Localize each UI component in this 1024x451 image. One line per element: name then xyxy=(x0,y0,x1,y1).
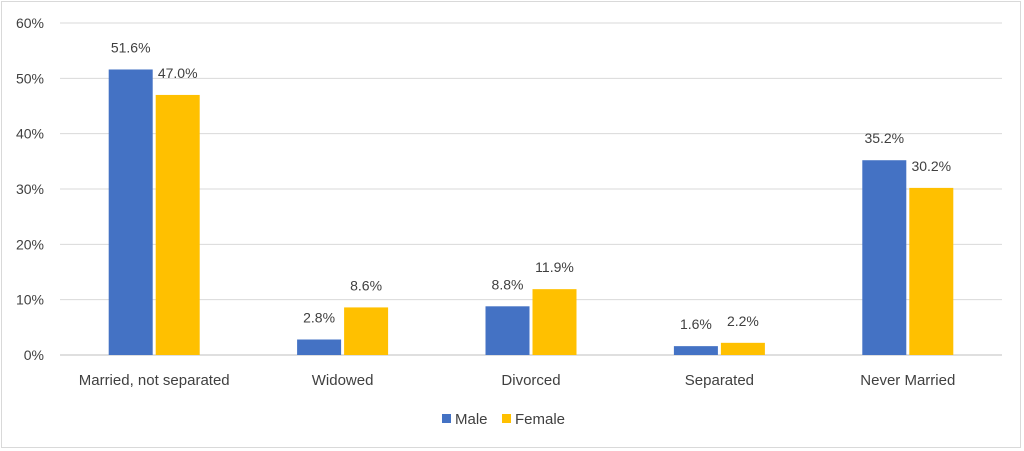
y-tick-label: 30% xyxy=(16,181,44,197)
bars xyxy=(108,69,954,355)
data-label-male: 8.8% xyxy=(492,276,524,292)
data-label-female: 30.2% xyxy=(911,158,951,174)
data-label-male: 35.2% xyxy=(864,130,904,146)
bar-male-3 xyxy=(673,346,718,355)
category-label: Never Married xyxy=(860,372,955,389)
data-labels: 51.6% 47.0% 2.8% 8.6% 8.8% 11.9% 1.6% 2.2% 35.2%… xyxy=(111,39,951,332)
bar-female-1 xyxy=(344,307,389,355)
bar-male-4 xyxy=(862,160,907,355)
bar-male-0 xyxy=(108,69,153,355)
bar-female-2 xyxy=(532,289,577,355)
legend: Male Female xyxy=(442,411,565,428)
legend-label-male: Male xyxy=(455,411,488,428)
category-label: Married, not separated xyxy=(79,372,230,389)
y-tick-label: 10% xyxy=(16,292,44,308)
bar-female-4 xyxy=(909,187,954,355)
y-tick-label: 40% xyxy=(16,126,44,142)
category-label: Separated xyxy=(685,372,754,389)
data-label-female: 2.2% xyxy=(727,313,759,329)
legend-label-female: Female xyxy=(515,411,565,428)
legend-swatch-male xyxy=(442,414,451,423)
data-label-female: 11.9% xyxy=(535,259,574,275)
data-label-male: 1.6% xyxy=(680,316,712,332)
data-label-male: 51.6% xyxy=(111,39,151,55)
data-label-female: 8.6% xyxy=(350,277,382,293)
category-label: Widowed xyxy=(312,372,374,389)
legend-swatch-female xyxy=(502,414,511,423)
data-label-male: 2.8% xyxy=(303,310,335,326)
bar-female-0 xyxy=(155,94,200,355)
y-tick-label: 0% xyxy=(24,347,44,363)
data-label-female: 47.0% xyxy=(158,65,198,81)
x-axis-categories: Married, not separated Widowed Divorced Sep… xyxy=(79,372,956,389)
y-tick-label: 20% xyxy=(16,236,44,252)
gridlines xyxy=(60,22,1002,356)
bar-male-2 xyxy=(485,306,530,355)
bar-male-1 xyxy=(297,339,342,355)
y-tick-label: 50% xyxy=(16,70,44,86)
y-tick-label: 60% xyxy=(16,15,44,31)
bar-female-3 xyxy=(720,342,765,355)
category-label: Divorced xyxy=(501,372,560,389)
y-axis-ticks: 0% 10% 20% 30% 40% 50% 60% xyxy=(16,15,44,363)
